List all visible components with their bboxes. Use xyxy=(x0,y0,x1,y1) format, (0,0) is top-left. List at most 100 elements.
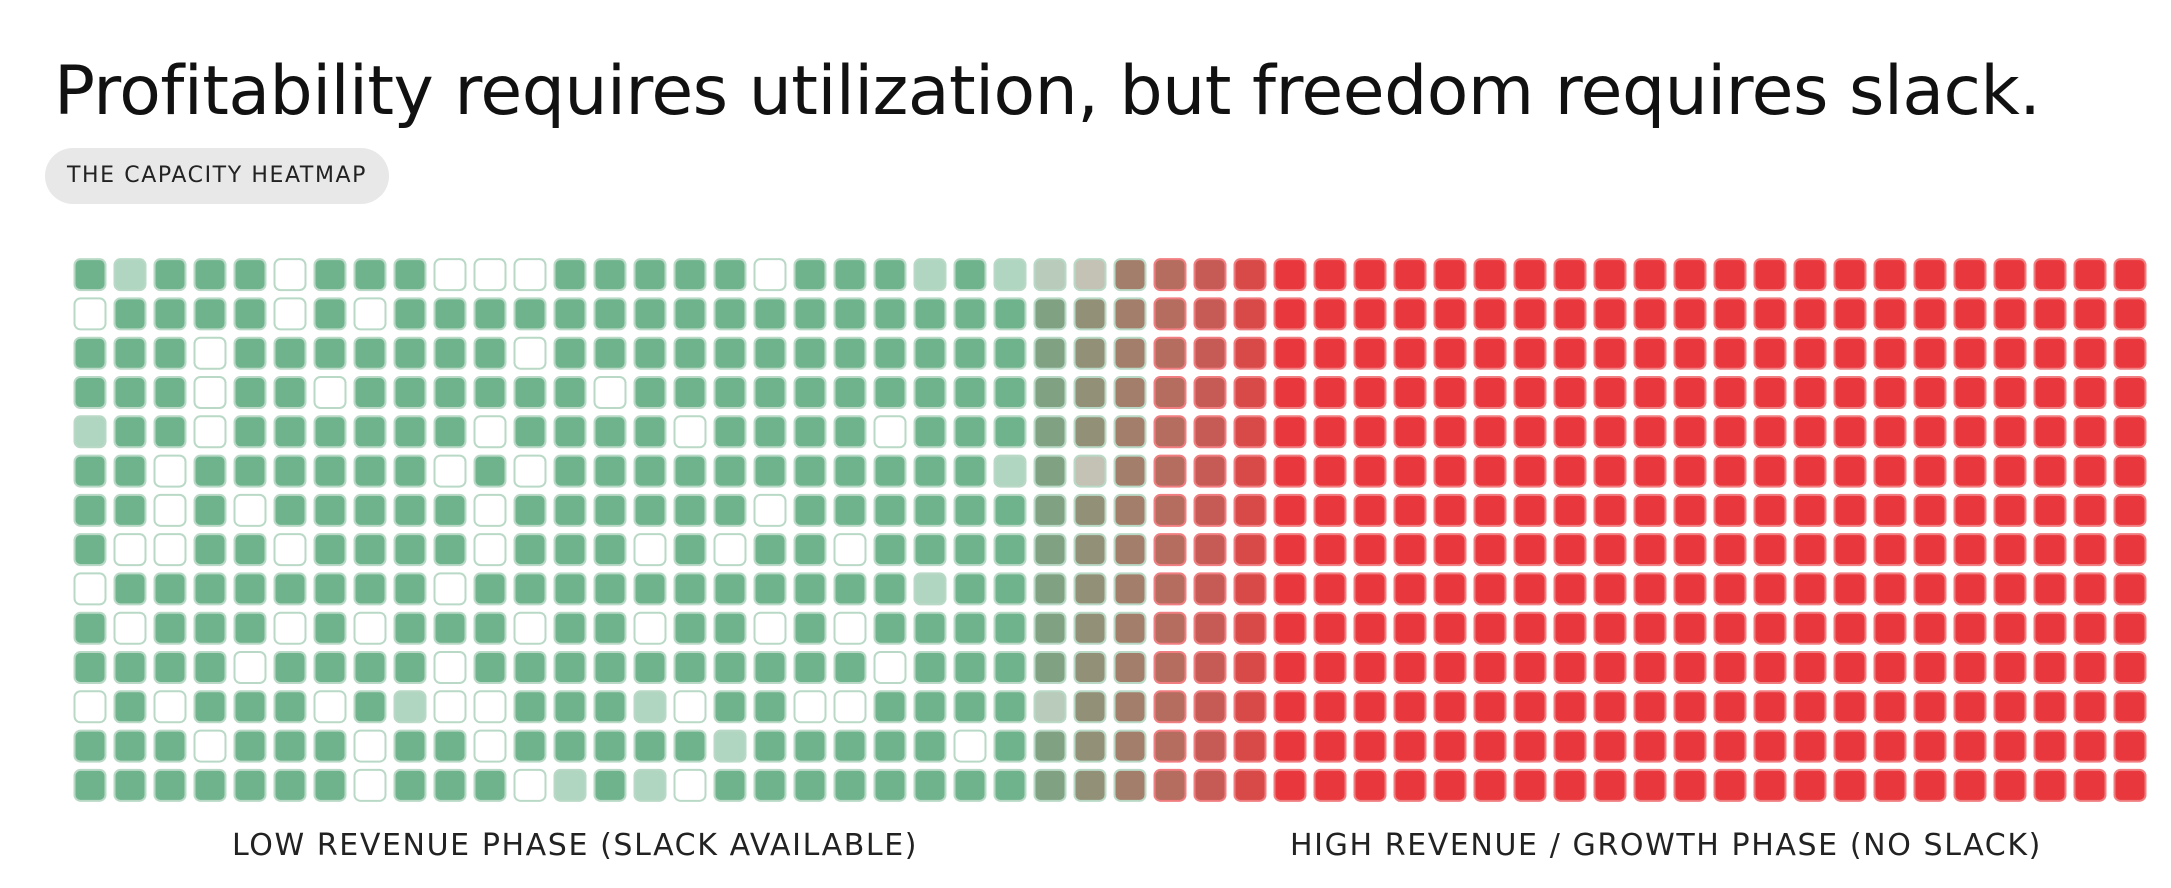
heatmap-cell-r0-c32 xyxy=(1353,258,1387,292)
heatmap-cell-r8-c5 xyxy=(273,572,307,606)
heatmap-cell-r10-c10 xyxy=(473,651,507,684)
heatmap-cell-r8-c35 xyxy=(1473,572,1507,606)
heatmap-cell-r1-c8 xyxy=(393,297,427,331)
heatmap-cell-r7-c29 xyxy=(1233,533,1267,567)
heatmap-cell-r5-c2 xyxy=(153,454,187,488)
heatmap-cell-r0-c51 xyxy=(2113,258,2147,292)
heatmap-cell-r0-c48 xyxy=(1993,258,2027,292)
heatmap-cell-r3-c37 xyxy=(1553,376,1587,409)
heatmap-cell-r8-c26 xyxy=(1113,572,1147,606)
heatmap-cell-r8-c1 xyxy=(113,572,147,606)
heatmap-cell-r1-c38 xyxy=(1593,297,1627,331)
heatmap-cell-r1-c45 xyxy=(1873,297,1907,331)
heatmap-cell-r2-c11 xyxy=(513,336,547,370)
heatmap-cell-r3-c49 xyxy=(2033,376,2067,409)
capacity-heatmap xyxy=(73,258,2147,802)
heatmap-cell-r10-c40 xyxy=(1673,651,1707,684)
heatmap-cell-r13-c4 xyxy=(233,768,267,802)
heatmap-cell-r4-c25 xyxy=(1073,415,1107,449)
heatmap-cell-r4-c1 xyxy=(113,415,147,449)
heatmap-cell-r10-c9 xyxy=(433,651,467,684)
heatmap-cell-r13-c50 xyxy=(2073,768,2107,802)
heatmap-cell-r0-c4 xyxy=(233,258,267,292)
heatmap-cell-r0-c25 xyxy=(1073,258,1107,292)
heatmap-cell-r11-c29 xyxy=(1233,690,1267,724)
heatmap-cell-r0-c22 xyxy=(953,258,987,292)
heatmap-cell-r0-c2 xyxy=(153,258,187,292)
heatmap-cell-r1-c46 xyxy=(1913,297,1947,331)
heatmap-cell-r7-c49 xyxy=(2033,533,2067,567)
heatmap-cell-r9-c33 xyxy=(1393,611,1427,645)
heatmap-cell-r0-c3 xyxy=(193,258,227,292)
heatmap-cell-r13-c8 xyxy=(393,768,427,802)
heatmap-cell-r7-c50 xyxy=(2073,533,2107,567)
heatmap-cell-r8-c3 xyxy=(193,572,227,606)
heatmap-cell-r10-c19 xyxy=(833,651,867,684)
heatmap-cell-r13-c29 xyxy=(1233,768,1267,802)
heatmap-cell-r6-c16 xyxy=(713,493,747,527)
heatmap-cell-r4-c48 xyxy=(1993,415,2027,449)
heatmap-cell-r11-c38 xyxy=(1593,690,1627,724)
heatmap-cell-r10-c27 xyxy=(1153,651,1187,684)
heatmap-cell-r0-c19 xyxy=(833,258,867,292)
heatmap-cell-r1-c44 xyxy=(1833,297,1867,331)
heatmap-cell-r3-c39 xyxy=(1633,376,1667,409)
heatmap-cell-r5-c17 xyxy=(753,454,787,488)
heatmap-cell-r13-c19 xyxy=(833,768,867,802)
heatmap-cell-r3-c34 xyxy=(1433,376,1467,409)
heatmap-cell-r10-c34 xyxy=(1433,651,1467,684)
heatmap-cell-r7-c19 xyxy=(833,533,867,567)
heatmap-cell-r3-c4 xyxy=(233,376,267,409)
heatmap-cell-r8-c8 xyxy=(393,572,427,606)
heatmap-cell-r11-c44 xyxy=(1833,690,1867,724)
heatmap-cell-r1-c30 xyxy=(1273,297,1307,331)
heatmap-cell-r13-c1 xyxy=(113,768,147,802)
heatmap-cell-r6-c46 xyxy=(1913,493,1947,527)
heatmap-cell-r1-c39 xyxy=(1633,297,1667,331)
heatmap-cell-r11-c21 xyxy=(913,690,947,724)
heatmap-cell-r4-c46 xyxy=(1913,415,1947,449)
heatmap-cell-r12-c15 xyxy=(673,729,707,763)
heatmap-cell-r5-c50 xyxy=(2073,454,2107,488)
heatmap-cell-r5-c49 xyxy=(2033,454,2067,488)
heatmap-cell-r8-c15 xyxy=(673,572,707,606)
heatmap-cell-r3-c51 xyxy=(2113,376,2147,409)
heatmap-cell-r5-c25 xyxy=(1073,454,1107,488)
heatmap-cell-r6-c10 xyxy=(473,493,507,527)
heatmap-cell-r10-c3 xyxy=(193,651,227,684)
heatmap-cell-r7-c31 xyxy=(1313,533,1347,567)
heatmap-cell-r5-c35 xyxy=(1473,454,1507,488)
heatmap-cell-r7-c40 xyxy=(1673,533,1707,567)
heatmap-cell-r9-c22 xyxy=(953,611,987,645)
heatmap-cell-r2-c40 xyxy=(1673,336,1707,370)
heatmap-cell-r5-c44 xyxy=(1833,454,1867,488)
heatmap-cell-r13-c47 xyxy=(1953,768,1987,802)
heatmap-cell-r3-c16 xyxy=(713,376,747,409)
heatmap-cell-r5-c34 xyxy=(1433,454,1467,488)
heatmap-cell-r3-c28 xyxy=(1193,376,1227,409)
heatmap-cell-r9-c30 xyxy=(1273,611,1307,645)
heatmap-cell-r7-c1 xyxy=(113,533,147,567)
heatmap-cell-r4-c9 xyxy=(433,415,467,449)
heatmap-cell-r10-c48 xyxy=(1993,651,2027,684)
heatmap-cell-r12-c9 xyxy=(433,729,467,763)
heatmap-cell-r8-c42 xyxy=(1753,572,1787,606)
heatmap-cell-r4-c30 xyxy=(1273,415,1307,449)
heatmap-cell-r2-c18 xyxy=(793,336,827,370)
heatmap-cell-r4-c31 xyxy=(1313,415,1347,449)
heatmap-cell-r2-c39 xyxy=(1633,336,1667,370)
heatmap-cell-r2-c25 xyxy=(1073,336,1107,370)
heatmap-cell-r12-c41 xyxy=(1713,729,1747,763)
heatmap-cell-r6-c48 xyxy=(1993,493,2027,527)
heatmap-cell-r2-c30 xyxy=(1273,336,1307,370)
heatmap-cell-r8-c30 xyxy=(1273,572,1307,606)
heatmap-cell-r12-c17 xyxy=(753,729,787,763)
heatmap-cell-r2-c29 xyxy=(1233,336,1267,370)
heatmap-cell-r11-c18 xyxy=(793,690,827,724)
heatmap-cell-r3-c17 xyxy=(753,376,787,409)
heatmap-cell-r8-c4 xyxy=(233,572,267,606)
heatmap-cell-r3-c36 xyxy=(1513,376,1547,409)
heatmap-cell-r3-c27 xyxy=(1153,376,1187,409)
heatmap-cell-r6-c44 xyxy=(1833,493,1867,527)
heatmap-cell-r1-c25 xyxy=(1073,297,1107,331)
